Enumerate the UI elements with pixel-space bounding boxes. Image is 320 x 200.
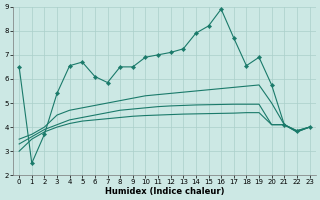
- X-axis label: Humidex (Indice chaleur): Humidex (Indice chaleur): [105, 187, 224, 196]
